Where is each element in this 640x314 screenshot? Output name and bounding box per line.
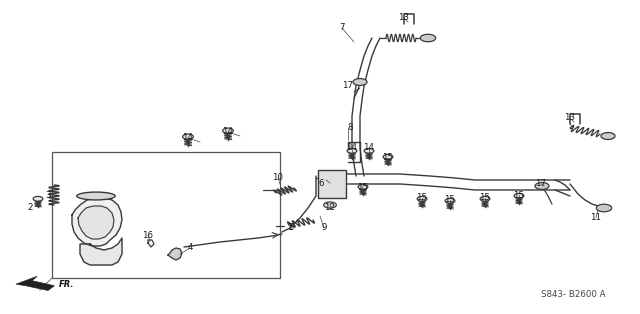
Circle shape bbox=[324, 202, 337, 208]
Polygon shape bbox=[80, 238, 122, 265]
Circle shape bbox=[383, 154, 393, 159]
Polygon shape bbox=[72, 198, 122, 246]
Text: 4: 4 bbox=[188, 243, 193, 252]
Circle shape bbox=[535, 182, 549, 189]
Text: 14: 14 bbox=[223, 127, 234, 137]
Text: 5: 5 bbox=[288, 224, 294, 232]
Text: 17: 17 bbox=[342, 80, 353, 89]
Circle shape bbox=[353, 78, 367, 85]
Circle shape bbox=[445, 198, 455, 203]
Text: 6: 6 bbox=[318, 178, 324, 187]
Text: 3: 3 bbox=[45, 192, 51, 201]
Text: 1: 1 bbox=[287, 224, 292, 232]
Text: 15: 15 bbox=[513, 191, 525, 199]
Text: 14: 14 bbox=[364, 143, 374, 153]
Bar bbox=[52, 152, 280, 278]
Text: 16: 16 bbox=[143, 230, 154, 240]
Polygon shape bbox=[16, 276, 54, 290]
Text: 13: 13 bbox=[399, 14, 410, 23]
Circle shape bbox=[514, 193, 524, 198]
Text: 15: 15 bbox=[417, 193, 428, 203]
Text: 8: 8 bbox=[348, 123, 353, 133]
Circle shape bbox=[420, 34, 436, 42]
Text: 14: 14 bbox=[346, 143, 358, 153]
Text: 15: 15 bbox=[358, 183, 369, 192]
Text: 13: 13 bbox=[564, 113, 575, 122]
Text: 15: 15 bbox=[383, 154, 394, 163]
Polygon shape bbox=[78, 206, 114, 239]
Circle shape bbox=[223, 128, 234, 133]
Polygon shape bbox=[168, 248, 182, 260]
Text: FR.: FR. bbox=[59, 280, 74, 289]
Circle shape bbox=[33, 197, 43, 201]
Text: 14: 14 bbox=[182, 133, 193, 143]
Text: 15: 15 bbox=[479, 193, 490, 203]
Circle shape bbox=[417, 197, 427, 201]
Text: 12: 12 bbox=[324, 203, 335, 213]
Text: 7: 7 bbox=[339, 24, 345, 33]
Circle shape bbox=[358, 184, 368, 189]
Circle shape bbox=[480, 197, 490, 201]
Text: 9: 9 bbox=[321, 224, 326, 232]
Text: 17: 17 bbox=[536, 180, 547, 188]
Ellipse shape bbox=[77, 192, 115, 200]
Text: S843- B2600 A: S843- B2600 A bbox=[541, 290, 605, 299]
Bar bbox=[318, 170, 346, 198]
Circle shape bbox=[596, 204, 612, 212]
Text: 11: 11 bbox=[591, 214, 602, 223]
Circle shape bbox=[347, 149, 357, 153]
Text: 15: 15 bbox=[445, 196, 456, 204]
Circle shape bbox=[182, 134, 193, 139]
Text: 2: 2 bbox=[28, 203, 33, 212]
Circle shape bbox=[601, 133, 615, 139]
Text: 10: 10 bbox=[273, 174, 284, 182]
Circle shape bbox=[364, 149, 374, 153]
